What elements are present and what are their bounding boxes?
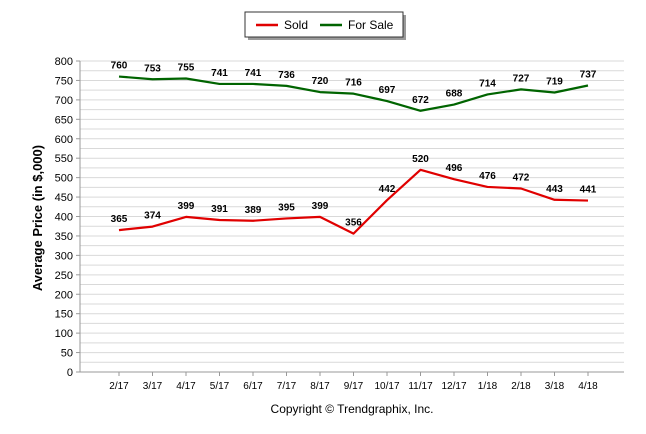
data-label: 399 [178, 201, 195, 212]
y-tick-label: 750 [55, 75, 73, 87]
y-tick-label: 50 [61, 348, 73, 360]
y-tick-label: 150 [55, 309, 73, 321]
data-label: 741 [245, 68, 262, 79]
x-tick-label: 2/18 [511, 381, 531, 392]
y-tick-label: 400 [55, 212, 73, 224]
data-label: 441 [580, 185, 597, 196]
x-tick-label: 6/17 [243, 381, 263, 392]
y-tick-label: 800 [55, 56, 73, 68]
y-tick-label: 100 [55, 328, 73, 340]
data-label: 395 [278, 202, 295, 213]
data-label: 442 [379, 184, 396, 195]
x-axis-ticks: 2/17 3/17 4/17 5/17 6/17 7/17 8/17 9/17 10/17 11/… [109, 372, 598, 392]
data-label: 688 [446, 89, 463, 100]
data-label: 760 [111, 61, 128, 72]
y-tick-label: 600 [55, 134, 73, 146]
y-tick-label: 200 [55, 289, 73, 301]
y-tick-label: 450 [55, 192, 73, 204]
x-tick-label: 12/17 [441, 381, 466, 392]
gridlines [80, 60, 624, 363]
legend: Sold For Sale [244, 11, 406, 40]
y-tick-label: 0 [67, 367, 73, 379]
legend-label-sold: Sold [284, 18, 308, 32]
x-tick-label: 5/17 [210, 381, 230, 392]
data-label: 496 [446, 163, 463, 174]
data-label: 472 [513, 173, 530, 184]
y-tick-label: 700 [55, 95, 73, 107]
x-tick-label: 9/17 [344, 381, 364, 392]
y-tick-label: 650 [55, 114, 73, 126]
data-label: 356 [345, 218, 362, 229]
data-label: 719 [546, 76, 563, 87]
x-tick-label: 4/18 [578, 381, 598, 392]
x-tick-label: 3/18 [545, 381, 565, 392]
x-tick-label: 4/17 [176, 381, 196, 392]
data-label: 520 [412, 154, 429, 165]
data-labels: 365 374 399 391 389 395 399 356 442 520 496 476 472 4… [111, 61, 597, 229]
legend-label-for-sale: For Sale [348, 18, 394, 32]
data-label: 389 [245, 205, 262, 216]
y-axis-label: Average Price (in $,000) [30, 145, 45, 291]
y-tick-label: 300 [55, 250, 73, 262]
data-label: 736 [278, 70, 295, 81]
y-axis-ticks: 0 50 100 150 200 250 300 350 400 450 500 550 600 650 7… [55, 56, 80, 379]
x-tick-label: 1/18 [478, 381, 498, 392]
copyright-footer: Copyright © Trendgraphix, Inc. [271, 402, 434, 416]
data-label: 737 [580, 69, 597, 80]
data-label: 714 [479, 78, 496, 89]
data-label: 672 [412, 95, 429, 106]
data-label: 365 [111, 214, 128, 225]
y-tick-label: 250 [55, 270, 73, 282]
y-tick-label: 500 [55, 173, 73, 185]
x-tick-label: 7/17 [277, 381, 297, 392]
data-label: 697 [379, 85, 396, 96]
x-tick-label: 3/17 [143, 381, 163, 392]
data-label: 391 [211, 204, 228, 215]
data-label: 399 [312, 201, 329, 212]
y-tick-label: 550 [55, 153, 73, 165]
x-tick-label: 11/17 [408, 381, 433, 392]
x-tick-label: 8/17 [310, 381, 330, 392]
data-label: 755 [178, 62, 195, 73]
x-tick-label: 10/17 [374, 381, 399, 392]
data-label: 443 [546, 184, 563, 195]
data-label: 727 [513, 73, 530, 84]
data-label: 720 [312, 76, 329, 87]
data-label: 374 [144, 211, 161, 222]
y-tick-label: 350 [55, 231, 73, 243]
data-label: 753 [144, 63, 161, 74]
data-label: 716 [345, 78, 362, 89]
data-label: 476 [479, 171, 496, 182]
series-lines [118, 75, 589, 235]
data-label: 741 [211, 68, 228, 79]
x-tick-label: 2/17 [109, 381, 129, 392]
